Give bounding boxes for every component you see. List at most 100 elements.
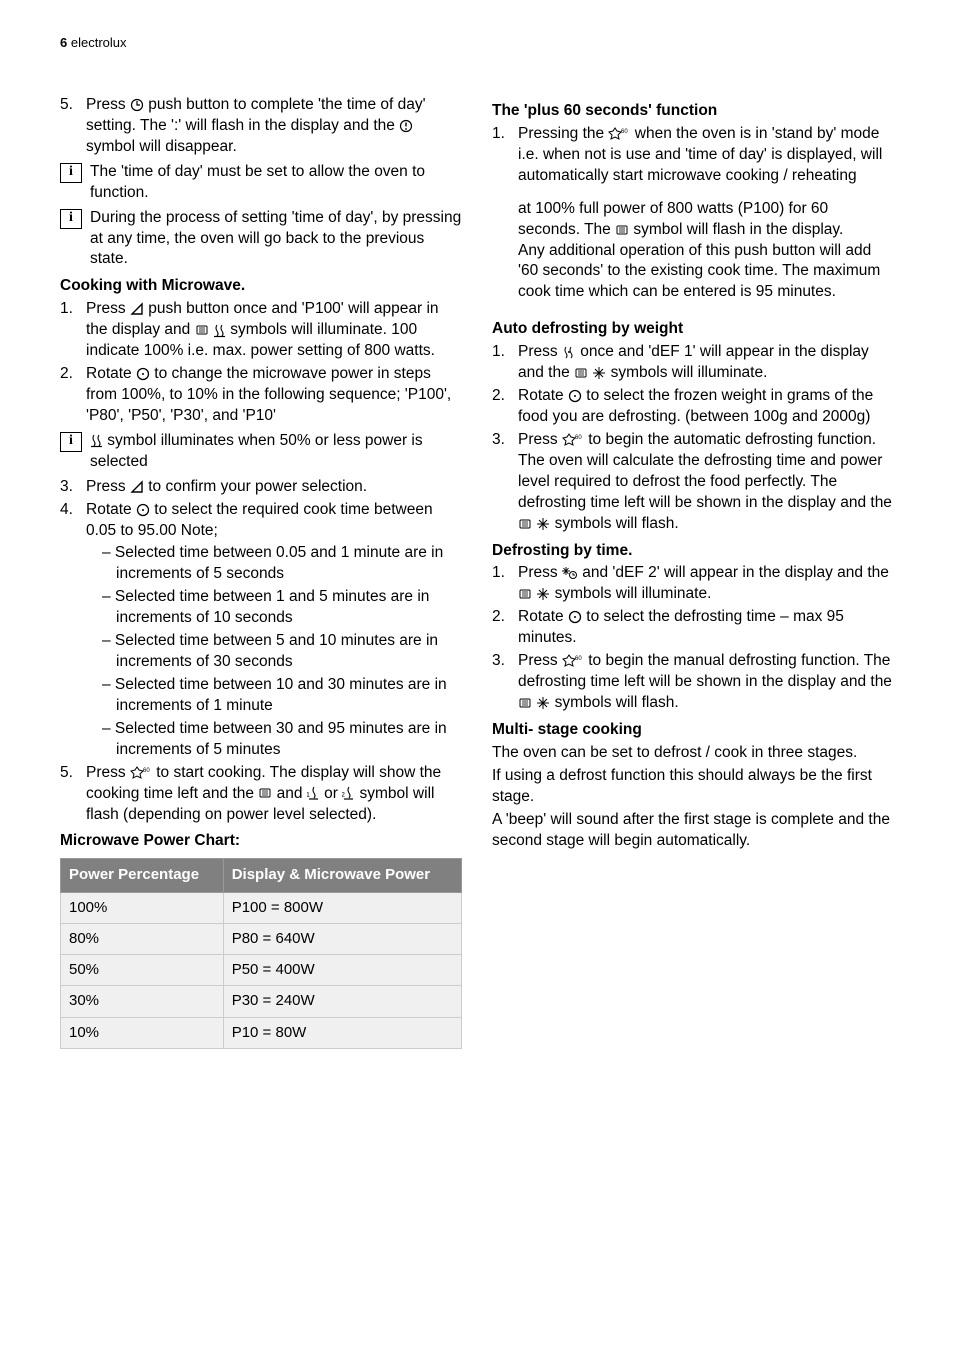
list-item: 3. Press to confirm your power selection… [60,477,462,498]
page-header: 6 electrolux [60,35,894,50]
text: Rotate [86,365,136,382]
list-body: Press push button once and 'P100' will a… [86,299,462,362]
sub-bullet: – Selected time between 30 and 95 minute… [86,719,462,761]
left-column: 5. Press push button to complete 'the ti… [60,95,462,1049]
knob-icon [568,610,582,624]
microwave-icon [574,366,588,380]
start-icon [130,766,152,780]
list-item: 3. Press to begin the automatic defrosti… [492,430,894,535]
list-body: Press to confirm your power selection. [86,477,462,498]
list-number: 5. [60,95,86,158]
brand-label: electrolux [71,35,127,50]
text: or [320,785,342,802]
section-title: The 'plus 60 seconds' function [492,101,894,122]
microwave-icon [518,696,532,710]
list-number: 2. [492,607,518,649]
chart-title: Microwave Power Chart: [60,831,462,852]
table-header: Display & Microwave Power [223,859,461,892]
list-body: Press once and 'dEF 1' will appear in th… [518,342,894,384]
list-item: 4. Rotate to select the required cook ti… [60,500,462,542]
list-number: 1. [492,342,518,384]
table-cell: P80 = 640W [223,923,461,954]
table-header-row: Power Percentage Display & Microwave Pow… [61,859,462,892]
list-item: 2. Rotate to select the frozen weight in… [492,386,894,428]
table-row: 10%P10 = 80W [61,1017,462,1048]
list-item: 1. Press push button once and 'P100' wil… [60,299,462,362]
table-cell: 50% [61,955,224,986]
paragraph: at 100% full power of 800 watts (P100) f… [518,199,894,241]
section-title: Multi- stage cooking [492,720,894,741]
info-note: i The 'time of day' must be set to allow… [60,162,462,204]
paragraph: A 'beep' will sound after the first stag… [492,810,894,852]
list-number: 2. [492,386,518,428]
heat-icon [213,323,226,338]
text: symbols will illuminate. [606,364,767,381]
knob-icon [136,503,150,517]
list-item: 1. Pressing the when the oven is in 'sta… [492,124,894,187]
heat2-icon [342,786,355,801]
clock-icon [130,98,144,112]
list-number: 4. [60,500,86,542]
list-body: Press to begin the manual defrosting fun… [518,651,894,714]
paragraph: The oven can be set to defrost / cook in… [492,743,894,764]
knob-icon [136,367,150,381]
info-icon: i [60,209,82,229]
table-row: 30%P30 = 240W [61,986,462,1017]
triangle-icon [130,302,144,316]
text: symbols will flash. [550,515,678,532]
heat1-icon [307,786,320,801]
text: Rotate [518,387,568,404]
text: Press [518,431,562,448]
start-icon [608,127,630,141]
text: symbol will disappear. [86,138,237,155]
sub-bullet: – Selected time between 5 and 10 minutes… [86,631,462,673]
text: symbol will flash in the display. [629,221,843,238]
list-body: Pressing the when the oven is in 'stand … [518,124,894,187]
snow-icon [592,366,606,380]
paragraph: Any additional operation of this push bu… [518,241,894,304]
list-body: Rotate to select the required cook time … [86,500,462,542]
text: Press [518,652,562,669]
start-icon [562,433,584,447]
columns: 5. Press push button to complete 'the ti… [60,95,894,1049]
list-item: 5. Press to start cooking. The display w… [60,763,462,826]
heat-icon [90,433,103,448]
text: Press [518,564,562,581]
list-body: Rotate to select the defrosting time – m… [518,607,894,649]
sub-bullet: – Selected time between 1 and 5 minutes … [86,587,462,629]
microwave-icon [518,517,532,531]
info-note: i During the process of setting 'time of… [60,208,462,271]
microwave-icon [195,323,209,337]
list-body: Press push button to complete 'the time … [86,95,462,158]
section-title: Cooking with Microwave. [60,276,462,297]
list-body: Rotate to select the frozen weight in gr… [518,386,894,428]
text: Rotate [86,501,136,518]
sub-bullet: – Selected time between 0.05 and 1 minut… [86,543,462,585]
list-item: 5. Press push button to complete 'the ti… [60,95,462,158]
text: symbols will flash. [550,694,678,711]
list-body: Press and 'dEF 2' will appear in the dis… [518,563,894,605]
text: Press [86,96,130,113]
snow-icon [536,517,550,531]
list-number: 2. [60,364,86,427]
list-item: 3. Press to begin the manual defrosting … [492,651,894,714]
section-title: Auto defrosting by weight [492,319,894,340]
list-item: 1. Press once and 'dEF 1' will appear in… [492,342,894,384]
list-number: 1. [492,124,518,187]
table-header: Power Percentage [61,859,224,892]
text: Press [86,764,130,781]
clock-exclaim-icon [399,119,413,133]
table-cell: 10% [61,1017,224,1048]
text: to confirm your power selection. [144,478,367,495]
info-text: During the process of setting 'time of d… [90,208,462,271]
list-item: 1. Press and 'dEF 2' will appear in the … [492,563,894,605]
info-icon: i [60,432,82,452]
list-number: 5. [60,763,86,826]
sub-bullet: – Selected time between 10 and 30 minute… [86,675,462,717]
knob-icon [568,389,582,403]
text: Pressing the [518,125,608,142]
info-note: i symbol illuminates when 50% or less po… [60,431,462,473]
right-column: The 'plus 60 seconds' function 1. Pressi… [492,95,894,1049]
list-number: 1. [60,299,86,362]
table-cell: 100% [61,892,224,923]
